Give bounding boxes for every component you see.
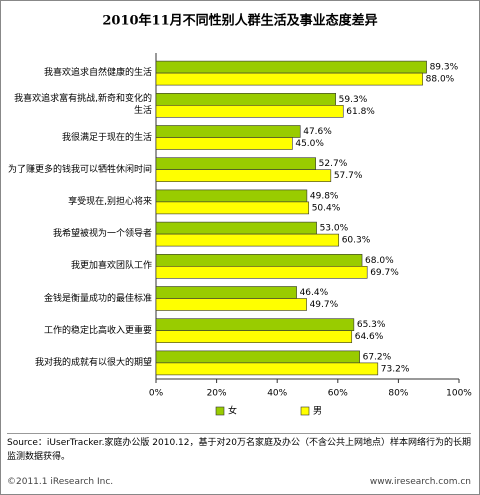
- value-label: 59.3%: [339, 95, 368, 105]
- category-label: 我喜欢追求富有挑战,新奇和变化的生活: [14, 94, 152, 117]
- value-label: 64.6%: [355, 332, 384, 342]
- category-label: 金钱是衡量成功的最佳标准: [43, 293, 152, 304]
- value-label: 53.0%: [320, 224, 349, 234]
- bar: [155, 362, 379, 376]
- chart-svg: 2010年11月不同性别人群生活及事业态度差异 0% 20% 40% 60% 80% 10…: [102, 13, 472, 417]
- value-label: 67.2%: [363, 352, 392, 362]
- category-label: 我希望被视为一个领导者: [52, 229, 152, 240]
- value-label: 52.7%: [319, 159, 348, 169]
- value-label: 45.0%: [295, 139, 324, 149]
- category-label: 我更加喜欢团队工作: [70, 261, 152, 272]
- website: www.iresearch.com.cn: [369, 477, 471, 487]
- value-label: 61.8%: [346, 107, 375, 117]
- value-label: 50.4%: [312, 203, 341, 213]
- bar: [155, 318, 355, 332]
- value-label: 65.3%: [357, 320, 386, 330]
- bar: [155, 60, 427, 74]
- category-label: 我很满足于现在的生活: [61, 132, 152, 143]
- value-label: 88.0%: [426, 75, 455, 85]
- value-label: 47.6%: [303, 127, 332, 137]
- bar: [155, 265, 368, 279]
- value-label: 49.8%: [310, 191, 339, 201]
- bar: [155, 169, 332, 182]
- bar: [155, 137, 293, 150]
- bar: [155, 201, 310, 215]
- value-label: 49.7%: [310, 300, 339, 310]
- bar: [155, 125, 301, 138]
- x-tick-label: 60%: [328, 389, 348, 399]
- value-label: 89.3%: [430, 63, 459, 73]
- bar: [155, 105, 344, 118]
- value-label: 73.2%: [381, 364, 410, 374]
- x-tick-label: 100%: [446, 389, 472, 399]
- bar: [155, 254, 363, 267]
- value-label: 60.3%: [342, 236, 371, 246]
- bar: [155, 330, 353, 344]
- category-label: 我喜欢追求自然健康的生活: [43, 68, 152, 79]
- bar: [155, 221, 317, 235]
- bar: [155, 157, 316, 170]
- value-label: 68.0%: [365, 256, 394, 266]
- bar: [155, 233, 340, 247]
- copyright: ©2011.1 iResearch Inc.: [7, 477, 114, 487]
- bar: [155, 72, 423, 86]
- category-label: 为了赚更多的钱我可以牺牲休闲时间: [7, 164, 152, 175]
- source: Source：iUserTracker.家庭办公版 2010.12，基于对20万…: [7, 433, 471, 464]
- category-label: 我对我的成就有以很大的期望: [34, 357, 152, 368]
- value-label: 57.7%: [334, 171, 363, 181]
- legend-swatch: [300, 406, 310, 416]
- category-label: 工作的稳定比高收入更重要: [43, 325, 152, 336]
- bar: [155, 350, 360, 364]
- bar: [155, 286, 297, 299]
- bar: [155, 298, 307, 311]
- legend-label: 男: [313, 406, 322, 417]
- chart-title: 2010年11月不同性别人群生活及事业态度差异: [102, 13, 377, 29]
- bar: [155, 93, 336, 106]
- x-tick-label: 20%: [207, 389, 227, 399]
- x-tick-label: 80%: [388, 389, 408, 399]
- legend-swatch: [215, 406, 225, 416]
- category-label: 享受现在,别担心将来: [68, 196, 152, 207]
- value-label: 69.7%: [370, 268, 399, 278]
- x-tick-label: 40%: [267, 389, 287, 399]
- value-label: 46.4%: [300, 288, 329, 298]
- x-tick-label: 0%: [149, 389, 164, 399]
- legend-label: 女: [228, 405, 237, 417]
- bar: [155, 189, 308, 203]
